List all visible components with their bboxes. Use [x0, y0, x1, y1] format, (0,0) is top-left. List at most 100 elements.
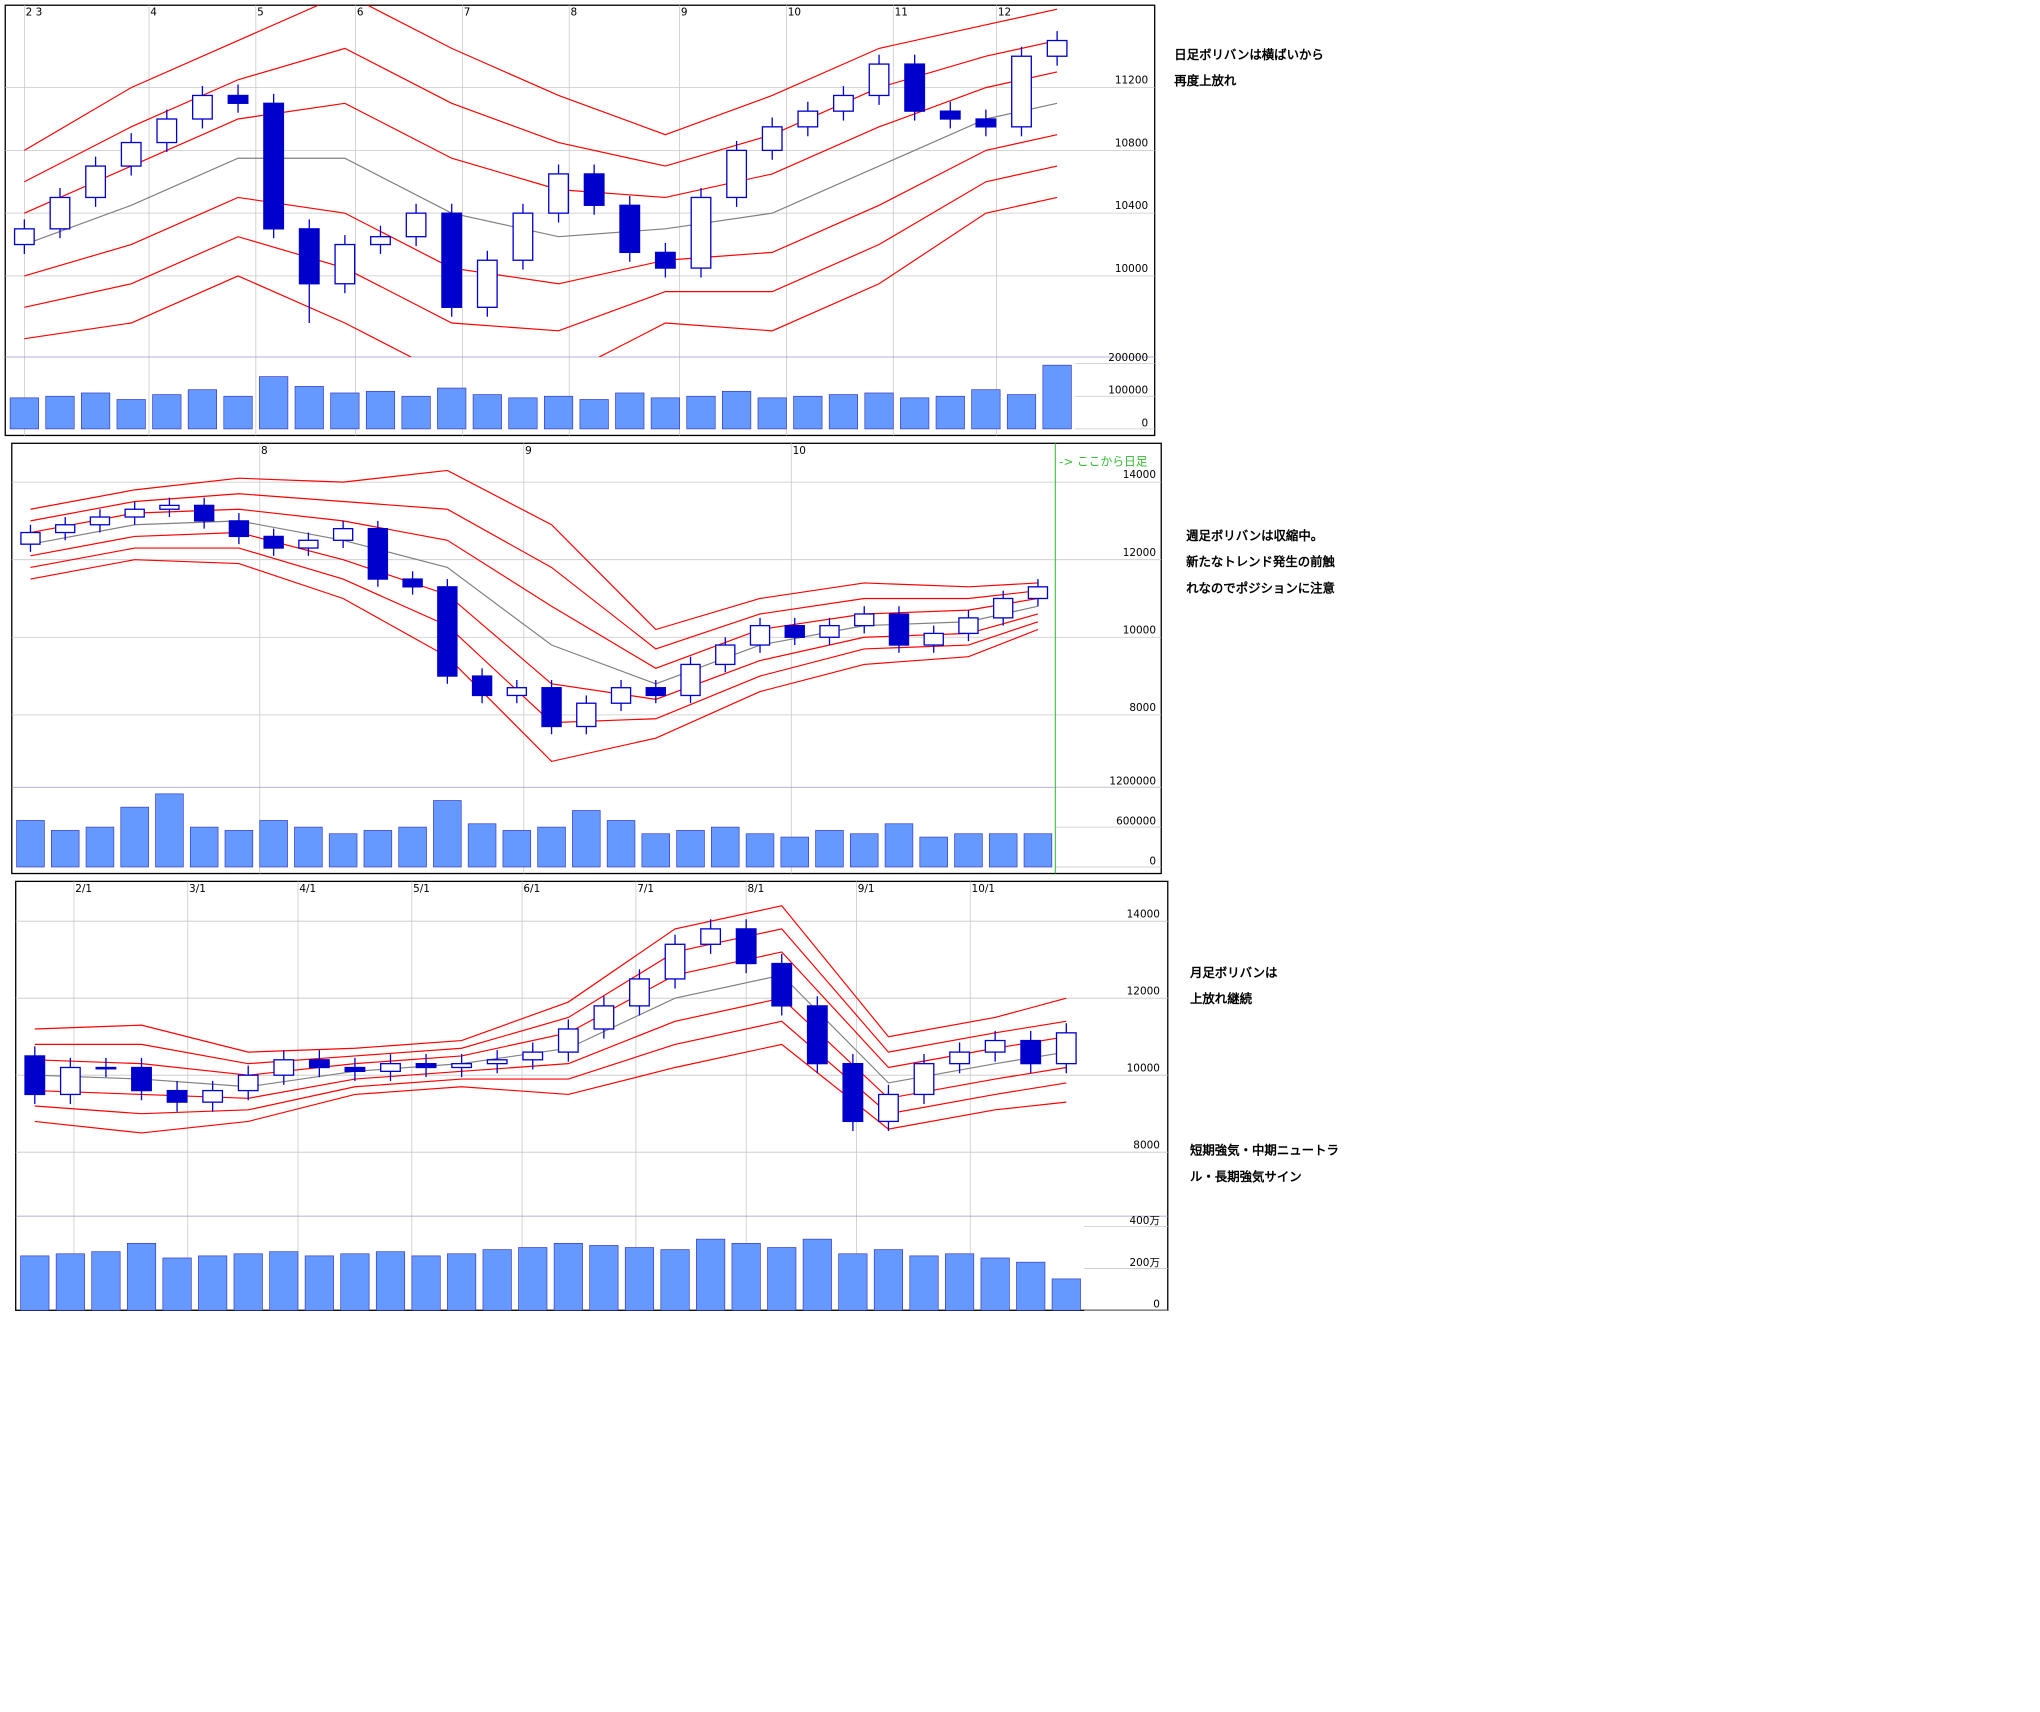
annotation: 再度上放れ: [1174, 73, 1237, 88]
annotation: 週足ボリバンは収縮中。: [1186, 528, 1323, 543]
candle-body: [237, 1074, 259, 1092]
divider-label: -> ここから日足: [1059, 455, 1148, 469]
candle-body: [131, 1066, 152, 1092]
volume-bar: [572, 810, 601, 868]
candle-body: [332, 527, 354, 541]
chart-panel: 2 3 4 5 6 7 8 9 10 11 12 10000 10400 10800 11200 0 1000…: [4, 4, 1156, 437]
volume-bar: [543, 395, 574, 430]
volume-bar: [1042, 364, 1072, 430]
candle-body: [402, 578, 423, 588]
candle-body: [227, 94, 249, 104]
volume-bar: [757, 397, 787, 430]
band-line: [34, 928, 1067, 1065]
volume-bar: [55, 1253, 85, 1311]
candle-body: [273, 1059, 295, 1076]
candle-body: [583, 173, 605, 206]
candle-body: [120, 141, 142, 167]
volume-bar: [85, 826, 115, 868]
volume-bar: [294, 826, 323, 868]
volume-bar: [589, 1245, 619, 1311]
x-tick-label: 5: [257, 7, 264, 19]
candle-body: [415, 1062, 437, 1069]
candle-body: [522, 1051, 544, 1061]
candle-body: [370, 236, 391, 246]
candle-body: [298, 539, 319, 549]
x-tick-label: 6/1: [523, 883, 540, 895]
volume-bar: [91, 1251, 121, 1311]
volume-bar: [850, 833, 879, 868]
band-line: [30, 559, 1039, 763]
candle-body: [1055, 1032, 1077, 1065]
volume-bar: [838, 1253, 868, 1311]
volume-bar: [45, 395, 75, 430]
volume-bar: [518, 1247, 548, 1311]
y-tick-label: 8000: [1133, 1139, 1160, 1151]
volume-bar: [1051, 1278, 1081, 1311]
band-line: [24, 102, 1058, 246]
band-line: [24, 196, 1058, 357]
candle-body: [593, 1005, 615, 1030]
volume-bar: [198, 1255, 228, 1311]
volume-bar: [780, 836, 809, 868]
candle-body: [888, 613, 910, 646]
volume-bar: [909, 1255, 939, 1311]
candle-body: [749, 624, 771, 646]
candle-body: [95, 1066, 117, 1070]
candle-body: [819, 624, 840, 638]
x-tick-label: 10/1: [972, 883, 995, 895]
x-tick-label: 9: [525, 445, 532, 457]
volume-bar: [467, 823, 497, 868]
volume-bar: [935, 395, 965, 430]
candle-body: [923, 632, 944, 646]
x-tick-label: 7: [464, 7, 471, 19]
y-tick-label: 8000: [1129, 702, 1156, 714]
candle-body: [49, 196, 71, 230]
volume-bar: [606, 820, 636, 868]
volume-bar: [711, 826, 740, 868]
volume-bar: [401, 395, 431, 430]
volume-bar: [615, 392, 645, 430]
candle-body: [654, 251, 676, 269]
y2-tick-label: 0: [1141, 417, 1148, 429]
candle-body: [806, 1005, 828, 1065]
volume-bar: [793, 395, 823, 430]
volume-bar: [980, 1257, 1010, 1311]
candle-body: [506, 687, 528, 697]
annotation: 月足ボリバンは: [1189, 965, 1278, 980]
volume-bar: [472, 394, 502, 430]
volume-bar: [187, 389, 217, 430]
y-tick-label: 10800: [1115, 137, 1148, 149]
y2-tick-label: 400万: [1130, 1215, 1160, 1227]
x-tick-label: 2/1: [75, 883, 92, 895]
volume-bar: [162, 1257, 192, 1311]
volume-bar: [330, 392, 360, 430]
band-line: [34, 905, 1067, 1053]
candle-body: [576, 702, 597, 728]
volume-bar: [641, 833, 671, 868]
volume-bar: [686, 395, 716, 430]
volume-bar: [411, 1255, 441, 1311]
volume-bar: [884, 823, 914, 868]
y-tick-label: 14000: [1123, 469, 1156, 481]
candle-body: [85, 165, 107, 199]
volume-bar: [20, 1255, 50, 1311]
volume-bar: [126, 1243, 157, 1311]
volume-bar: [50, 830, 80, 868]
volume-bar: [398, 826, 427, 868]
candle-body: [228, 520, 250, 538]
candle-body: [992, 597, 1014, 619]
candle-body: [1020, 1039, 1042, 1065]
volume-bar: [1023, 833, 1053, 868]
candle-body: [308, 1059, 330, 1069]
volume-bar: [365, 390, 396, 430]
volume-bar: [864, 392, 894, 430]
volume-bar: [233, 1253, 263, 1311]
volume-bar: [152, 394, 182, 430]
volume-bar: [224, 830, 254, 868]
annotation: れなのでポジションに注意: [1186, 580, 1335, 595]
volume-bar: [189, 826, 219, 868]
volume-bar: [81, 392, 111, 430]
x-tick-label: 9/1: [858, 883, 875, 895]
y-tick-label: 10400: [1115, 200, 1148, 212]
